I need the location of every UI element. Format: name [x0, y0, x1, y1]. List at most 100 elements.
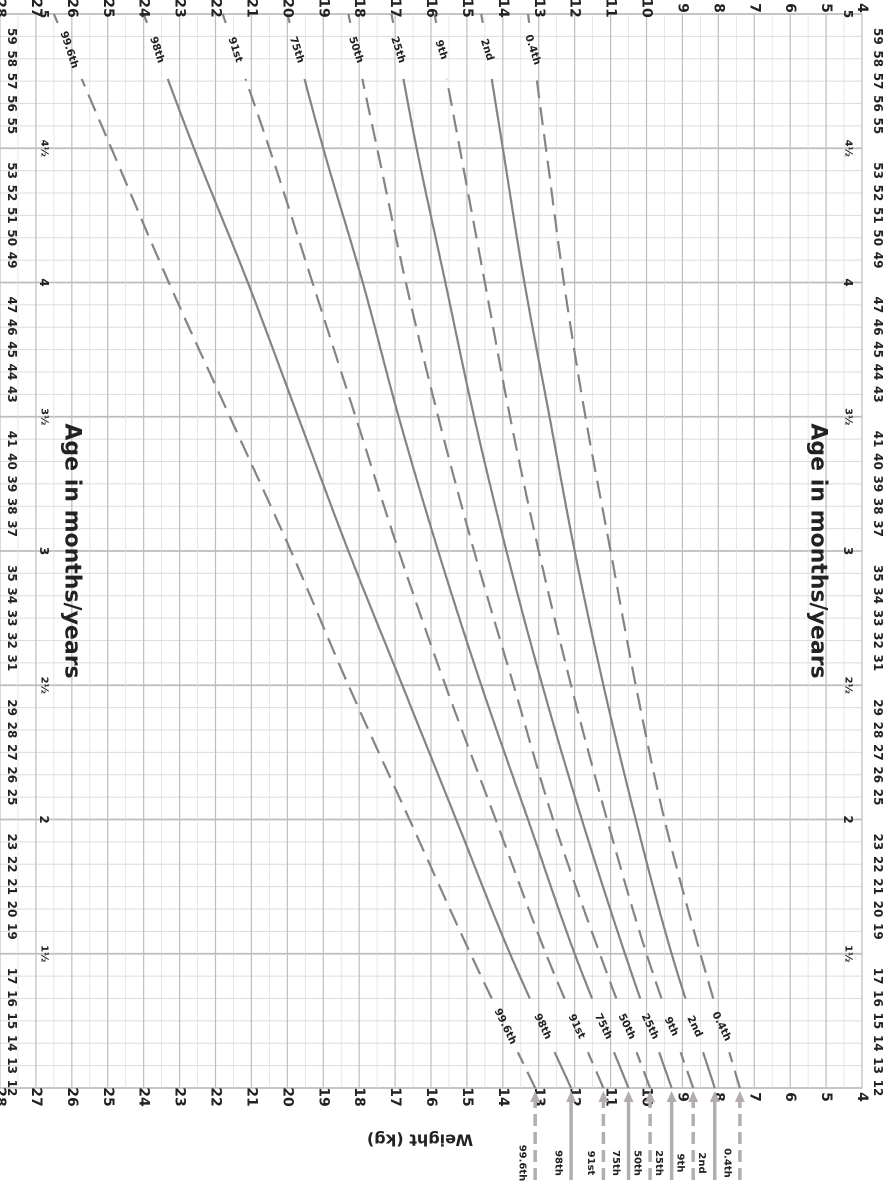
curve-25th — [658, 1051, 673, 1089]
curve-25th — [402, 78, 642, 999]
weight-tick-bottom: 5 — [818, 1092, 834, 1102]
curve-label-99-6th: 99.6th — [492, 1007, 520, 1047]
curve-label-25th: 25th — [639, 1012, 662, 1042]
weight-tick-top: 27 — [28, 0, 44, 18]
weight-tick-top: 12 — [567, 0, 583, 18]
month-tick-left: 51 — [5, 207, 19, 224]
curve-label-50th: 50th — [616, 1012, 639, 1042]
month-tick-right: 41 — [871, 431, 885, 448]
month-tick-left: 47 — [5, 297, 19, 314]
weight-tick-bottom: 9 — [674, 1092, 690, 1102]
month-tick-right: 16 — [871, 990, 885, 1007]
chart-title: Age in months/years — [60, 423, 85, 678]
month-tick-right: 13 — [871, 1057, 885, 1074]
month-tick-right: 46 — [871, 319, 885, 336]
year-tick-left: 4 — [37, 278, 51, 286]
month-tick-left: 50 — [5, 229, 19, 246]
weight-tick-top: 5 — [818, 3, 834, 13]
weight-tick-bottom: 24 — [136, 1087, 152, 1107]
legend-arrowhead — [566, 1091, 577, 1102]
month-tick-left: 46 — [5, 319, 19, 336]
weight-tick-bottom: 20 — [279, 1087, 295, 1107]
month-tick-right: 19 — [871, 923, 885, 940]
month-tick-right: 45 — [871, 341, 885, 358]
month-tick-right: 51 — [871, 207, 885, 224]
curve-label-25th: 25th — [388, 35, 408, 64]
month-tick-left: 37 — [5, 520, 19, 537]
month-tick-left: 35 — [5, 565, 19, 582]
curve-label-99-6th: 99.6th — [58, 30, 81, 70]
month-tick-left: 21 — [5, 878, 19, 895]
curve-9th — [679, 1051, 695, 1089]
weight-tick-bottom: 7 — [746, 1092, 762, 1102]
curve-label-0-4th: 0.4th — [709, 1010, 733, 1043]
month-tick-right: 59 — [871, 28, 885, 45]
legend-arrowhead — [598, 1091, 609, 1102]
month-tick-right: 14 — [871, 1035, 885, 1052]
month-tick-right: 49 — [871, 252, 885, 269]
y-axis-label: Weight (kg) — [367, 1131, 473, 1150]
curve-9th — [445, 78, 663, 999]
weight-tick-top: 9 — [674, 3, 690, 13]
curve-50th — [361, 78, 618, 999]
weight-tick-top: 21 — [243, 0, 259, 18]
weight-tick-bottom: 22 — [208, 1087, 224, 1106]
month-tick-right: 44 — [871, 364, 885, 381]
year-tick-left: 5 — [37, 10, 51, 18]
weight-tick-top: 18 — [351, 0, 367, 18]
curve-2nd — [702, 1051, 716, 1089]
month-tick-left: 45 — [5, 341, 19, 358]
legend-arrowhead — [623, 1091, 634, 1102]
curve-9th — [433, 13, 438, 24]
weight-tick-bottom: 26 — [64, 1087, 80, 1106]
chart-grid — [0, 13, 863, 1089]
curve-91st — [586, 1051, 605, 1089]
curve-label-75th: 75th — [287, 35, 307, 64]
month-tick-left: 40 — [5, 453, 19, 470]
curve-91st — [221, 13, 227, 24]
month-tick-right: 33 — [871, 610, 885, 627]
half-year-tick-left: 3½ — [39, 408, 50, 425]
legend-label: 50th — [632, 1150, 643, 1176]
legend-arrowhead — [645, 1091, 656, 1102]
curve-75th — [612, 1051, 630, 1089]
weight-tick-top: 16 — [423, 0, 439, 18]
year-tick-right: 3 — [841, 547, 855, 555]
curve-99-6th — [516, 1051, 537, 1089]
month-tick-right: 53 — [871, 162, 885, 179]
curve-98th — [553, 1051, 573, 1089]
month-tick-left: 14 — [5, 1035, 19, 1052]
legend-arrowhead — [530, 1091, 541, 1102]
curve-99-6th — [80, 78, 493, 999]
weight-tick-bottom: 23 — [172, 1087, 188, 1106]
percentile-curves — [52, 13, 741, 1089]
month-tick-right: 27 — [871, 744, 885, 761]
month-tick-left: 43 — [5, 386, 19, 403]
month-tick-right: 43 — [871, 386, 885, 403]
month-tick-right: 35 — [871, 565, 885, 582]
month-tick-left: 39 — [5, 476, 19, 493]
month-tick-left: 56 — [5, 95, 19, 112]
weight-tick-top: 6 — [782, 3, 798, 13]
weight-tick-bottom: 21 — [243, 1087, 259, 1106]
curve-99-6th — [52, 13, 59, 24]
weight-tick-top: 10 — [639, 0, 655, 18]
year-tick-right: 5 — [841, 10, 855, 18]
x-axis-label: Age in months/years — [806, 423, 831, 678]
month-tick-left: 44 — [5, 364, 19, 381]
month-tick-right: 22 — [871, 856, 885, 873]
curve-2nd — [480, 13, 484, 24]
legend-label: 99.6th — [517, 1145, 528, 1182]
weight-tick-top: 20 — [279, 0, 295, 18]
curve-label-50th: 50th — [346, 35, 366, 64]
weight-tick-top: 28 — [0, 0, 8, 18]
month-tick-right: 17 — [871, 968, 885, 985]
legend-label: 0.4th — [721, 1148, 732, 1178]
month-tick-left: 26 — [5, 766, 19, 783]
legend-label: 2nd — [696, 1152, 707, 1173]
month-tick-right: 31 — [871, 655, 885, 672]
month-tick-right: 56 — [871, 95, 885, 112]
month-tick-left: 33 — [5, 610, 19, 627]
month-tick-left: 28 — [5, 722, 19, 739]
month-tick-right: 34 — [871, 587, 885, 604]
